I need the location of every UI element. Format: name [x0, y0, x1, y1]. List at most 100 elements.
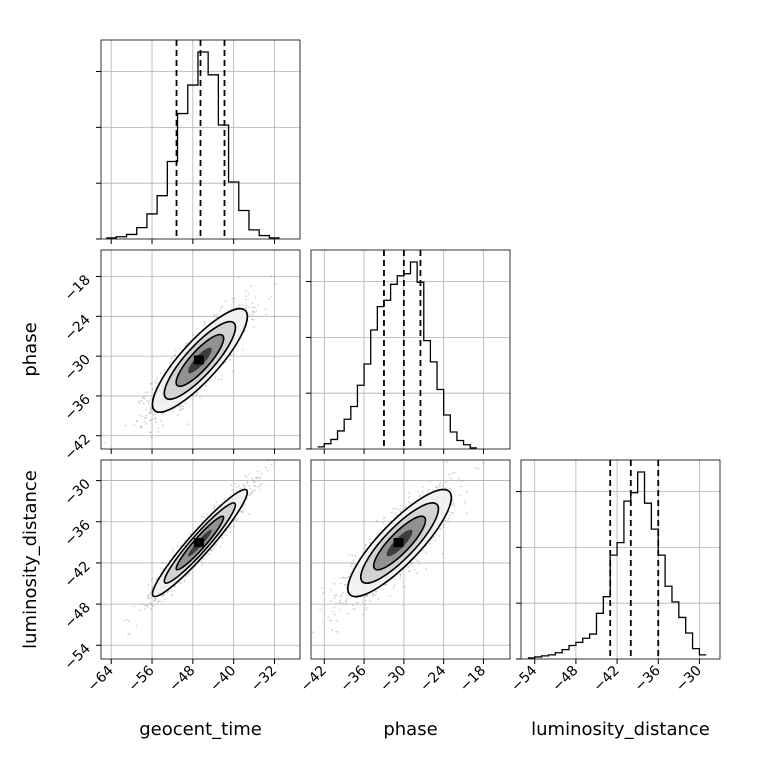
sample-point: [248, 484, 251, 487]
sample-point: [125, 618, 128, 621]
sample-point: [234, 518, 236, 521]
sample-point: [145, 408, 148, 411]
sample-point: [417, 491, 419, 493]
sample-point: [443, 526, 446, 529]
sample-point: [254, 296, 257, 299]
sample-point: [257, 304, 259, 306]
sample-point: [346, 597, 349, 600]
sample-point: [466, 479, 469, 481]
sample-point: [246, 482, 249, 485]
sample-point: [366, 606, 368, 609]
sample-point: [460, 485, 462, 488]
sample-point: [169, 361, 172, 364]
sample-point: [418, 563, 421, 566]
sample-point: [372, 594, 375, 596]
sample-point: [425, 568, 427, 571]
sample-point: [234, 306, 237, 309]
sample-point: [155, 421, 158, 424]
sample-point: [149, 597, 152, 599]
sample-point: [404, 506, 407, 509]
sample-point: [241, 511, 244, 513]
sample-point: [174, 585, 177, 587]
sample-point: [161, 601, 164, 603]
sample-point: [335, 619, 338, 622]
sample-point: [244, 474, 247, 477]
sample-point: [435, 485, 438, 488]
sample-point: [250, 285, 252, 287]
sample-point: [209, 549, 212, 552]
sample-point: [235, 519, 238, 522]
sample-point: [426, 490, 429, 493]
sample-point: [192, 334, 195, 337]
sample-point: [434, 539, 437, 542]
sample-point: [140, 399, 143, 402]
sample-point: [142, 396, 144, 399]
sample-point: [170, 594, 173, 596]
sample-point: [178, 581, 181, 584]
sample-point: [215, 544, 218, 547]
sample-point: [445, 487, 448, 489]
sample-point: [144, 391, 147, 394]
sample-point: [133, 424, 136, 427]
sample-point: [342, 577, 345, 579]
sample-point: [421, 490, 424, 492]
sample-point: [255, 309, 258, 312]
sample-point: [157, 431, 160, 433]
sample-point: [417, 560, 420, 563]
sample-point: [451, 472, 454, 475]
sample-point: [145, 414, 148, 417]
sample-point: [347, 612, 349, 615]
sample-point: [330, 589, 332, 591]
sample-point: [143, 417, 146, 419]
sample-point: [226, 534, 228, 537]
sample-point: [461, 480, 463, 483]
sample-point: [136, 420, 139, 422]
sample-point: [199, 396, 201, 399]
sample-point: [245, 298, 247, 301]
sample-point: [172, 410, 175, 413]
sample-point: [161, 413, 163, 416]
x-tick-label: −48: [549, 663, 581, 695]
sample-point: [342, 591, 345, 594]
sample-point: [410, 502, 412, 504]
sample-point: [254, 489, 256, 492]
sample-point: [154, 597, 157, 600]
sample-point: [221, 537, 224, 539]
sample-point: [312, 631, 315, 634]
panel-geocent_time-luminosity_distance: [101, 459, 300, 659]
sample-point: [334, 597, 336, 599]
sample-point: [251, 491, 254, 493]
x-tick-label: −40: [207, 663, 239, 695]
sample-point: [179, 405, 182, 408]
sample-point: [394, 507, 397, 510]
sample-point: [475, 467, 477, 469]
sample-point: [214, 376, 217, 379]
sample-point: [141, 602, 144, 605]
sample-point: [179, 409, 182, 411]
sample-point: [241, 348, 244, 351]
sample-point: [171, 550, 174, 553]
sample-point: [418, 495, 421, 498]
sample-point: [425, 552, 428, 554]
sample-point: [208, 379, 211, 382]
sample-point: [229, 525, 232, 528]
sample-point: [127, 620, 130, 623]
sample-point: [149, 431, 152, 434]
sample-point: [148, 400, 151, 403]
sample-point: [248, 513, 251, 516]
sample-point: [364, 544, 366, 547]
sample-point: [149, 383, 152, 385]
sample-point: [133, 605, 136, 608]
sample-point: [427, 488, 430, 491]
sample-point: [447, 521, 450, 523]
sample-point: [391, 511, 393, 514]
sample-point: [433, 536, 435, 538]
sample-point: [163, 369, 166, 371]
sample-point: [244, 290, 247, 293]
sample-point: [172, 548, 174, 550]
sample-point: [245, 476, 248, 478]
sample-point: [351, 604, 354, 606]
sample-point: [245, 304, 248, 307]
sample-point: [202, 557, 205, 560]
sample-point: [149, 408, 152, 411]
